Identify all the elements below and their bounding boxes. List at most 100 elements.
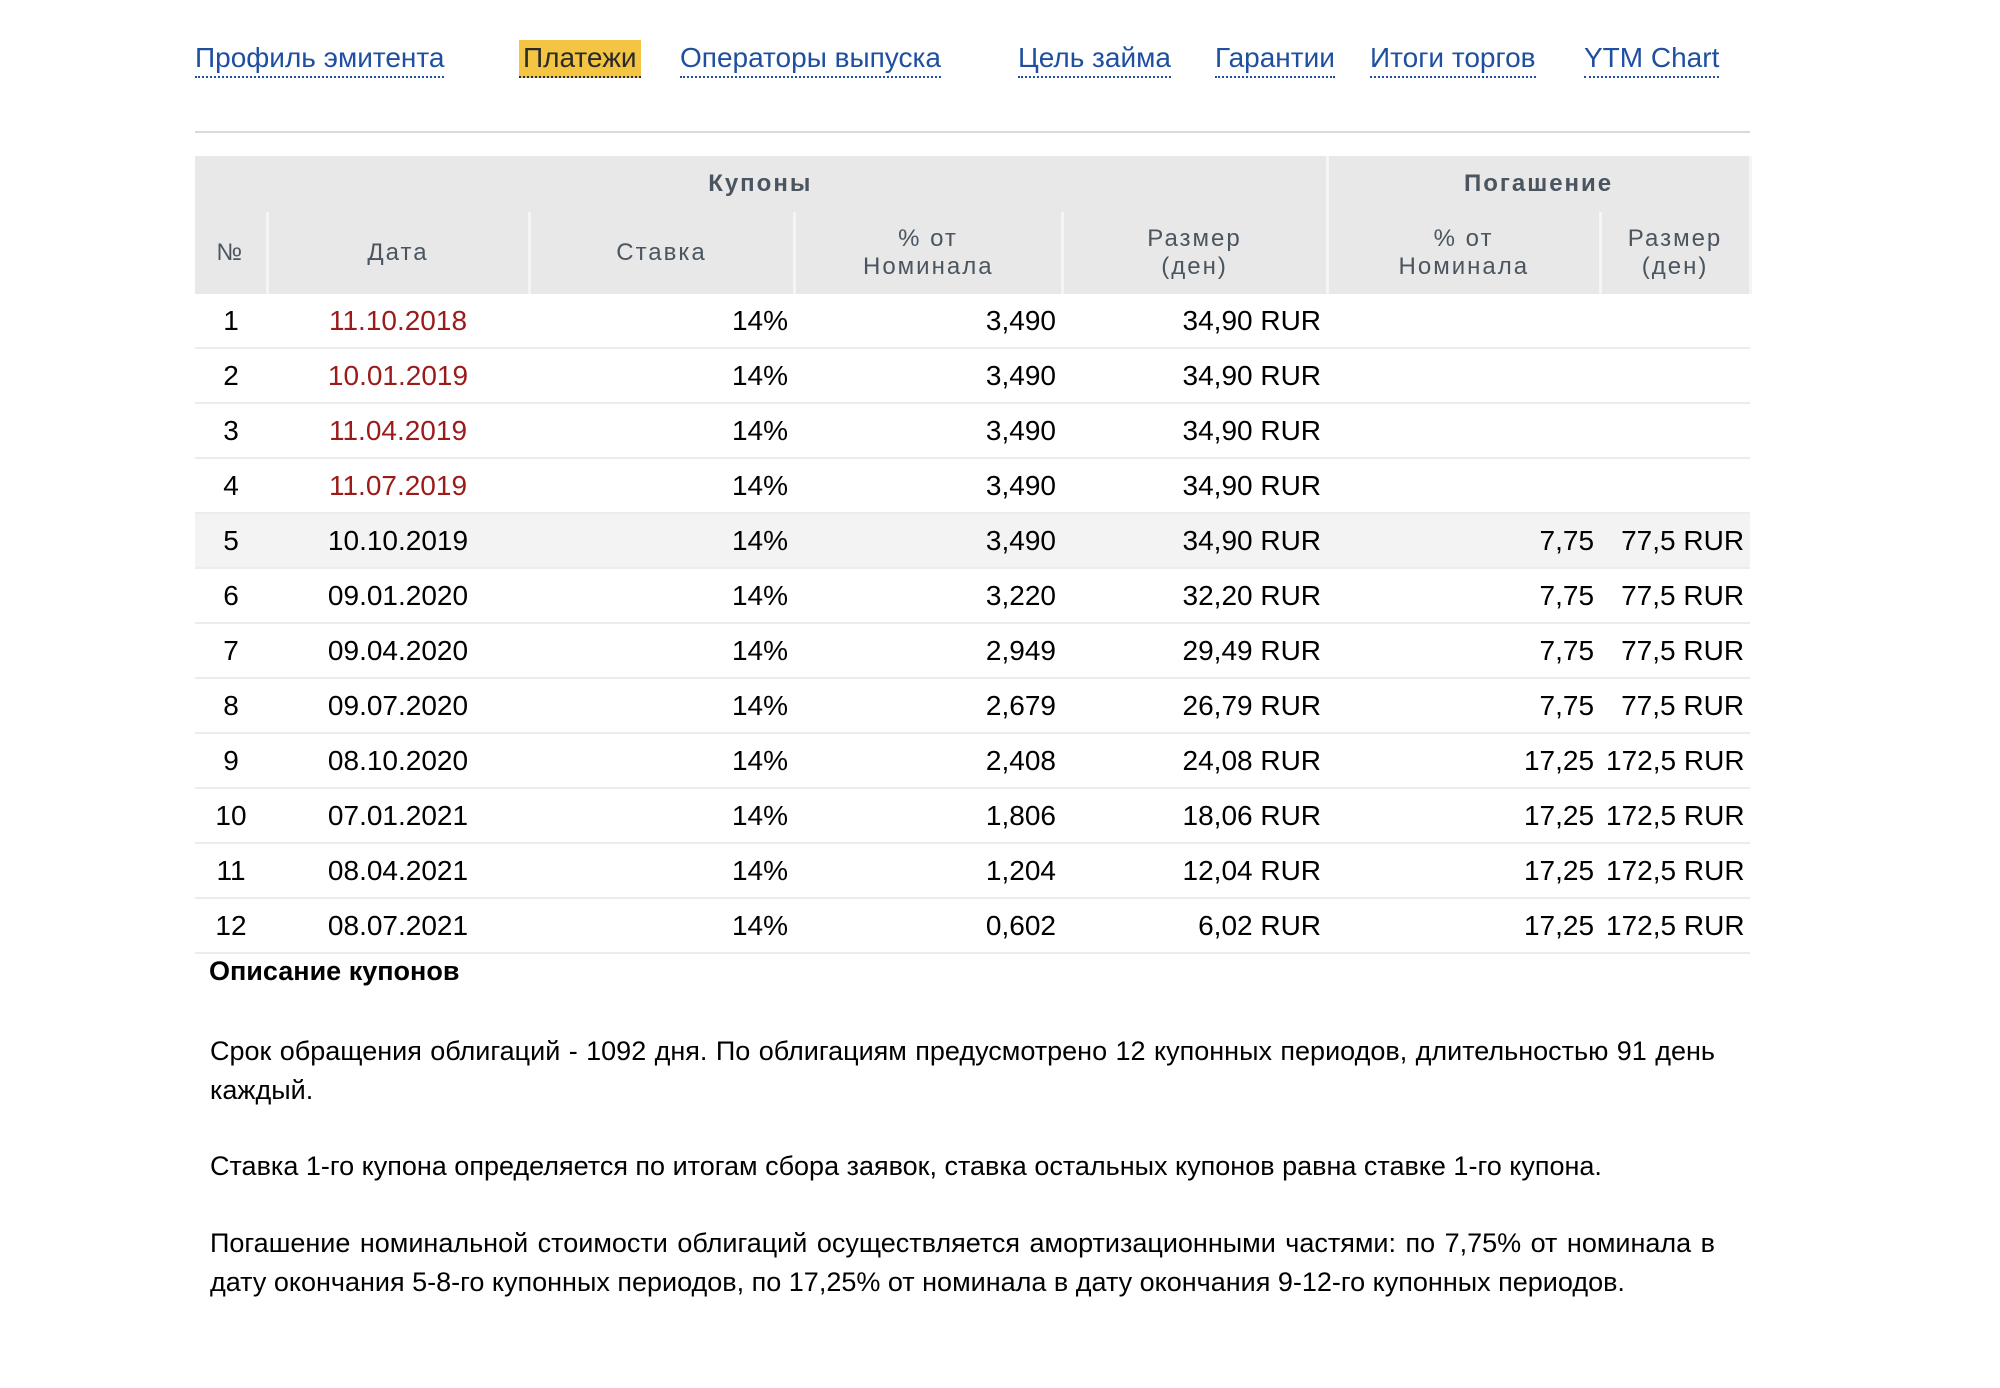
cell-date: 10.10.2019 <box>267 513 529 569</box>
cell-coupon-pct: 3,490 <box>794 513 1062 569</box>
tab-ytm-chart[interactable]: YTM Chart <box>1584 40 1720 78</box>
cell-date: 11.04.2019 <box>267 403 529 459</box>
cell-num: 6 <box>195 568 267 624</box>
cell-redemption-amount <box>1600 403 1751 459</box>
col-header-date: Дата <box>267 212 531 294</box>
cell-rate: 14% <box>529 458 794 514</box>
col-header-rate: Ставка <box>529 212 796 294</box>
cell-date: 08.04.2021 <box>267 843 529 899</box>
cell-num: 1 <box>195 294 267 349</box>
tab-payments[interactable]: Платежи <box>519 40 641 78</box>
cell-rate: 14% <box>529 623 794 679</box>
coupons-group-header: Купоны <box>195 156 1329 212</box>
cell-coupon-pct: 3,490 <box>794 294 1062 349</box>
cell-redemption-pct: 7,75 <box>1327 678 1601 734</box>
cell-redemption-pct: 7,75 <box>1327 568 1601 624</box>
cell-coupon-pct: 1,204 <box>794 843 1062 899</box>
tab-guarantees[interactable]: Гарантии <box>1215 40 1335 78</box>
table-row: 9 08.10.2020 14% 2,408 24,08 RUR 17,25 172,5 R… <box>195 733 1751 789</box>
cell-redemption-amount <box>1600 348 1751 404</box>
cell-num: 4 <box>195 458 267 514</box>
cell-redemption-amount: 172,5 RUR <box>1600 788 1751 844</box>
cell-redemption-pct <box>1327 458 1601 514</box>
cell-rate: 14% <box>529 678 794 734</box>
cell-date: 08.10.2020 <box>267 733 529 789</box>
table-row: 4 11.07.2019 14% 3,490 34,90 RUR <box>195 458 1751 514</box>
cell-coupon-amount: 12,04 RUR <box>1062 843 1328 899</box>
cell-coupon-amount: 32,20 RUR <box>1062 568 1328 624</box>
payments-table: Купоны Погашение № Дата Ставка % от Номи… <box>195 156 1752 954</box>
cell-rate: 14% <box>529 843 794 899</box>
cell-date: 09.01.2020 <box>267 568 529 624</box>
description-paragraph: Погашение номинальной стоимости облигаци… <box>210 1228 1715 1297</box>
cell-rate: 14% <box>529 733 794 789</box>
cell-coupon-amount: 24,08 RUR <box>1062 733 1328 789</box>
cell-redemption-amount <box>1600 458 1751 514</box>
cell-redemption-pct <box>1327 294 1601 349</box>
cell-date: 09.04.2020 <box>267 623 529 679</box>
cell-date: 10.01.2019 <box>267 348 529 404</box>
cell-date: 11.07.2019 <box>267 458 529 514</box>
table-row: 7 09.04.2020 14% 2,949 29,49 RUR 7,75 77,5 RUR <box>195 623 1751 679</box>
table-row: 12 08.07.2021 14% 0,602 6,02 RUR 17,25 172,5 R… <box>195 898 1751 954</box>
table-row: 5 10.10.2019 14% 3,490 34,90 RUR 7,75 77,5 RUR <box>195 513 1751 569</box>
tab-bar: Профиль эмитента Платежи Операторы выпус… <box>0 0 2000 100</box>
tab-loan-purpose[interactable]: Цель займа <box>1018 40 1171 78</box>
cell-coupon-amount: 34,90 RUR <box>1062 513 1328 569</box>
tab-issue-operators[interactable]: Операторы выпуска <box>680 40 941 78</box>
cell-num: 10 <box>195 788 267 844</box>
cell-coupon-pct: 3,490 <box>794 348 1062 404</box>
cell-rate: 14% <box>529 348 794 404</box>
cell-coupon-amount: 18,06 RUR <box>1062 788 1328 844</box>
cell-redemption-pct: 17,25 <box>1327 788 1601 844</box>
cell-redemption-amount <box>1600 294 1751 349</box>
table-row: 11 08.04.2021 14% 1,204 12,04 RUR 17,25 172,5 … <box>195 843 1751 899</box>
divider <box>195 131 1750 133</box>
redemption-group-header: Погашение <box>1327 156 1752 212</box>
table-row: 1 11.10.2018 14% 3,490 34,90 RUR <box>195 294 1751 349</box>
cell-coupon-pct: 3,490 <box>794 458 1062 514</box>
cell-date: 09.07.2020 <box>267 678 529 734</box>
table-row: 8 09.07.2020 14% 2,679 26,79 RUR 7,75 77,5 RUR <box>195 678 1751 734</box>
cell-rate: 14% <box>529 568 794 624</box>
cell-coupon-pct: 2,949 <box>794 623 1062 679</box>
col-header-redemption-pct: % от Номинала <box>1327 212 1602 294</box>
cell-coupon-amount: 34,90 RUR <box>1062 294 1328 349</box>
cell-coupon-pct: 1,806 <box>794 788 1062 844</box>
table-row: 10 07.01.2021 14% 1,806 18,06 RUR 17,25 172,5 … <box>195 788 1751 844</box>
cell-redemption-pct: 17,25 <box>1327 898 1601 954</box>
cell-redemption-amount: 172,5 RUR <box>1600 898 1751 954</box>
cell-num: 5 <box>195 513 267 569</box>
tab-trading-results[interactable]: Итоги торгов <box>1370 40 1536 78</box>
cell-rate: 14% <box>529 403 794 459</box>
cell-date: 11.10.2018 <box>267 294 529 349</box>
cell-redemption-amount: 172,5 RUR <box>1600 843 1751 899</box>
col-header-coupon-pct: % от Номинала <box>794 212 1064 294</box>
cell-coupon-amount: 34,90 RUR <box>1062 348 1328 404</box>
cell-coupon-pct: 3,490 <box>794 403 1062 459</box>
cell-redemption-pct <box>1327 403 1601 459</box>
col-header-num: № <box>195 212 269 294</box>
cell-coupon-pct: 2,408 <box>794 733 1062 789</box>
cell-num: 11 <box>195 843 267 899</box>
cell-rate: 14% <box>529 513 794 569</box>
cell-redemption-amount: 77,5 RUR <box>1600 678 1751 734</box>
cell-coupon-amount: 34,90 RUR <box>1062 458 1328 514</box>
table-row: 6 09.01.2020 14% 3,220 32,20 RUR 7,75 77,5 RUR <box>195 568 1751 624</box>
description-paragraph: Срок обращения облигаций - 1092 дня. По … <box>210 1036 1715 1105</box>
tab-issuer-profile[interactable]: Профиль эмитента <box>195 40 445 78</box>
cell-date: 07.01.2021 <box>267 788 529 844</box>
cell-redemption-pct: 7,75 <box>1327 623 1601 679</box>
description-paragraph: Ставка 1-го купона определяется по итога… <box>210 1151 1602 1181</box>
cell-coupon-amount: 29,49 RUR <box>1062 623 1328 679</box>
description-title: Описание купонов <box>209 956 460 986</box>
cell-coupon-amount: 26,79 RUR <box>1062 678 1328 734</box>
cell-redemption-pct: 17,25 <box>1327 733 1601 789</box>
cell-redemption-amount: 77,5 RUR <box>1600 623 1751 679</box>
cell-redemption-amount: 77,5 RUR <box>1600 568 1751 624</box>
cell-num: 9 <box>195 733 267 789</box>
cell-date: 08.07.2021 <box>267 898 529 954</box>
cell-num: 8 <box>195 678 267 734</box>
cell-coupon-pct: 2,679 <box>794 678 1062 734</box>
cell-redemption-pct <box>1327 348 1601 404</box>
